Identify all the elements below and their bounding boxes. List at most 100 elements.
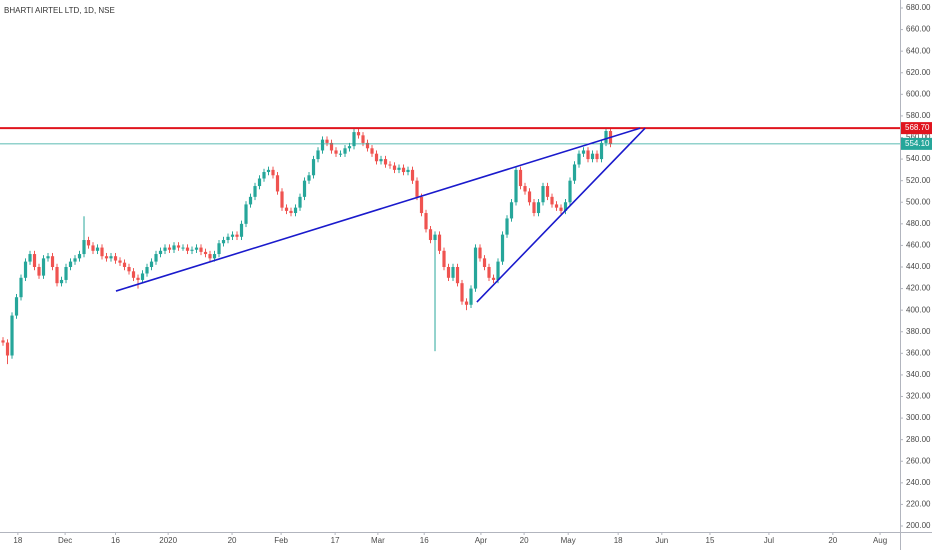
x-tick-label: 20: [828, 536, 837, 545]
y-tick-label: 200.00: [906, 521, 931, 530]
x-tick-label: 20: [228, 536, 237, 545]
chart-title: BHARTI AIRTEL LTD, 1D, NSE: [4, 6, 115, 15]
candle-body: [460, 283, 464, 302]
candle-body: [32, 254, 37, 267]
candle-body: [442, 250, 446, 267]
candle-body: [136, 277, 140, 280]
candle-body: [446, 267, 451, 278]
candle-body: [347, 146, 352, 149]
candle-body: [419, 196, 424, 214]
candle-body: [1, 340, 5, 343]
candle-body: [145, 267, 149, 274]
candle-body: [37, 267, 41, 276]
candle-body: [190, 249, 194, 251]
candle-body: [541, 186, 545, 203]
y-tick-label: 680.00: [906, 3, 931, 12]
candle-body: [293, 207, 298, 214]
candle-body: [509, 202, 514, 219]
candle-body: [383, 159, 388, 165]
candle-body: [316, 150, 320, 160]
candle-body: [455, 267, 460, 284]
trend-line: [476, 127, 646, 303]
y-tick-label: 380.00: [906, 327, 931, 336]
candle-body: [262, 172, 266, 179]
candle-body: [122, 262, 127, 267]
candle-body: [55, 267, 59, 284]
candle-body: [41, 258, 46, 276]
candle-body: [469, 288, 473, 305]
candle-body: [527, 191, 532, 203]
candle-body: [185, 247, 190, 251]
candle-body: [482, 258, 487, 267]
candle-body: [19, 277, 23, 298]
candle-body: [23, 261, 28, 278]
candle-body: [406, 169, 410, 173]
candle-body: [163, 247, 167, 251]
candle-body: [437, 234, 442, 251]
price-label: 554.10: [905, 139, 930, 148]
candle-body: [523, 186, 527, 192]
x-tick-label: 20: [520, 536, 529, 545]
candle-body: [590, 153, 595, 160]
candle-body: [73, 258, 77, 262]
x-tick-label: 2020: [159, 536, 177, 545]
candle-body: [581, 150, 586, 154]
candle-body: [428, 229, 433, 241]
candle-body: [586, 150, 590, 160]
y-tick-label: 640.00: [906, 46, 931, 55]
candle-body: [86, 240, 91, 246]
candle-body: [59, 279, 64, 284]
candle-body: [289, 210, 293, 214]
candle-body: [550, 196, 554, 205]
y-tick-label: 460.00: [906, 241, 931, 250]
candle-body: [338, 153, 343, 155]
y-tick-label: 600.00: [906, 89, 931, 98]
candle-body: [208, 254, 212, 259]
candle-body: [127, 267, 131, 272]
candle-body: [64, 267, 68, 280]
x-tick-label: 18: [614, 536, 623, 545]
y-tick-label: 220.00: [906, 500, 931, 509]
candle-body: [491, 277, 496, 280]
candle-body: [334, 150, 338, 154]
y-tick-label: 240.00: [906, 478, 931, 487]
candle-body: [365, 142, 370, 149]
candle-body: [203, 251, 208, 255]
candle-body: [518, 169, 523, 187]
candle-body: [95, 247, 100, 251]
candle-body: [298, 196, 302, 208]
y-tick-label: 400.00: [906, 305, 931, 314]
candle-body: [325, 139, 329, 143]
candle-body: [46, 256, 50, 259]
candle-body: [194, 247, 199, 250]
y-tick-label: 260.00: [906, 456, 931, 465]
candle-body: [478, 247, 482, 259]
y-tick-label: 280.00: [906, 435, 931, 444]
candle-body: [424, 213, 428, 230]
y-tick-label: 340.00: [906, 370, 931, 379]
y-tick-label: 580.00: [906, 111, 931, 120]
candle-body: [275, 175, 280, 192]
y-tick-label: 320.00: [906, 392, 931, 401]
candle-body: [599, 142, 604, 160]
candle-body: [554, 204, 559, 208]
candle-body: [131, 271, 136, 278]
y-tick-label: 520.00: [906, 176, 931, 185]
candle-body: [536, 202, 541, 214]
y-tick-label: 540.00: [906, 154, 931, 163]
price-label-box: [901, 122, 932, 135]
candle-body: [77, 254, 82, 259]
price-label-box: [901, 137, 932, 150]
candle-body: [239, 223, 244, 237]
candle-body: [361, 135, 365, 143]
x-tick-label: 16: [111, 536, 120, 545]
candle-body: [167, 247, 172, 250]
candle-body: [473, 247, 478, 289]
candle-body: [5, 342, 10, 356]
candle-body: [226, 236, 230, 241]
candle-body: [370, 148, 374, 154]
candle-body: [433, 234, 437, 241]
candle-body: [109, 256, 113, 259]
